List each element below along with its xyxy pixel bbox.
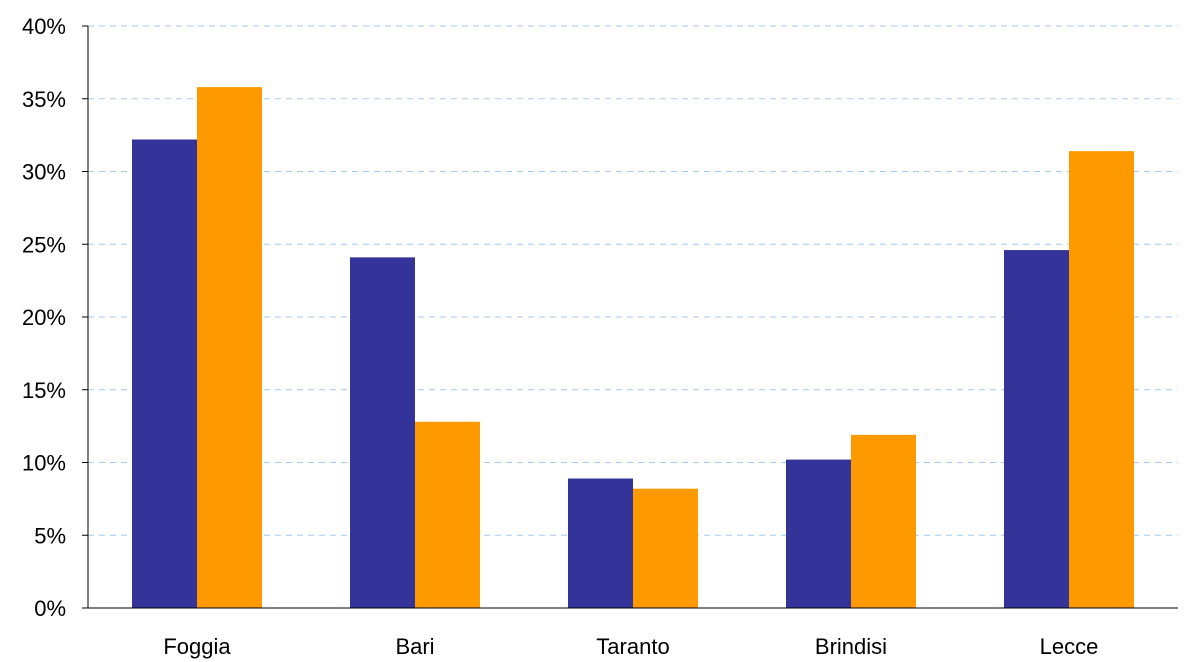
x-category-label: Foggia bbox=[163, 634, 231, 659]
y-tick-label: 20% bbox=[22, 305, 66, 330]
bar-foggia-series-1 bbox=[132, 139, 197, 609]
bar-bari-series-2 bbox=[415, 421, 480, 608]
x-category-label: Brindisi bbox=[815, 634, 887, 659]
bar-lecce-series-2 bbox=[1069, 151, 1134, 608]
bar-taranto-series-2 bbox=[633, 488, 698, 608]
bar-foggia-series-2 bbox=[197, 87, 262, 609]
bar-lecce-series-1 bbox=[1004, 250, 1069, 608]
y-tick-label: 10% bbox=[22, 451, 66, 476]
bar-bari-series-1 bbox=[350, 257, 415, 608]
x-category-label: Lecce bbox=[1040, 634, 1099, 659]
y-tick-label: 35% bbox=[22, 87, 66, 112]
bars bbox=[132, 87, 1134, 609]
gridlines bbox=[88, 25, 1178, 536]
x-axis-labels: Foggia Bari Taranto Brindisi Lecce bbox=[163, 634, 1098, 659]
x-category-label: Bari bbox=[395, 634, 434, 659]
y-tick-label: 40% bbox=[22, 14, 66, 39]
y-tick-label: 30% bbox=[22, 160, 66, 185]
x-category-label: Taranto bbox=[596, 634, 669, 659]
y-tick-label: 5% bbox=[34, 523, 66, 548]
y-tick-label: 0% bbox=[34, 596, 66, 621]
bar-brindisi-series-2 bbox=[851, 434, 916, 608]
y-tick-label: 25% bbox=[22, 232, 66, 257]
bar-brindisi-series-1 bbox=[786, 459, 851, 608]
y-axis-ticks: 0% 5% 10% 15% 20% 25% 30% 35% 40% bbox=[22, 14, 88, 621]
bar-taranto-series-1 bbox=[568, 478, 633, 608]
y-tick-label: 15% bbox=[22, 378, 66, 403]
